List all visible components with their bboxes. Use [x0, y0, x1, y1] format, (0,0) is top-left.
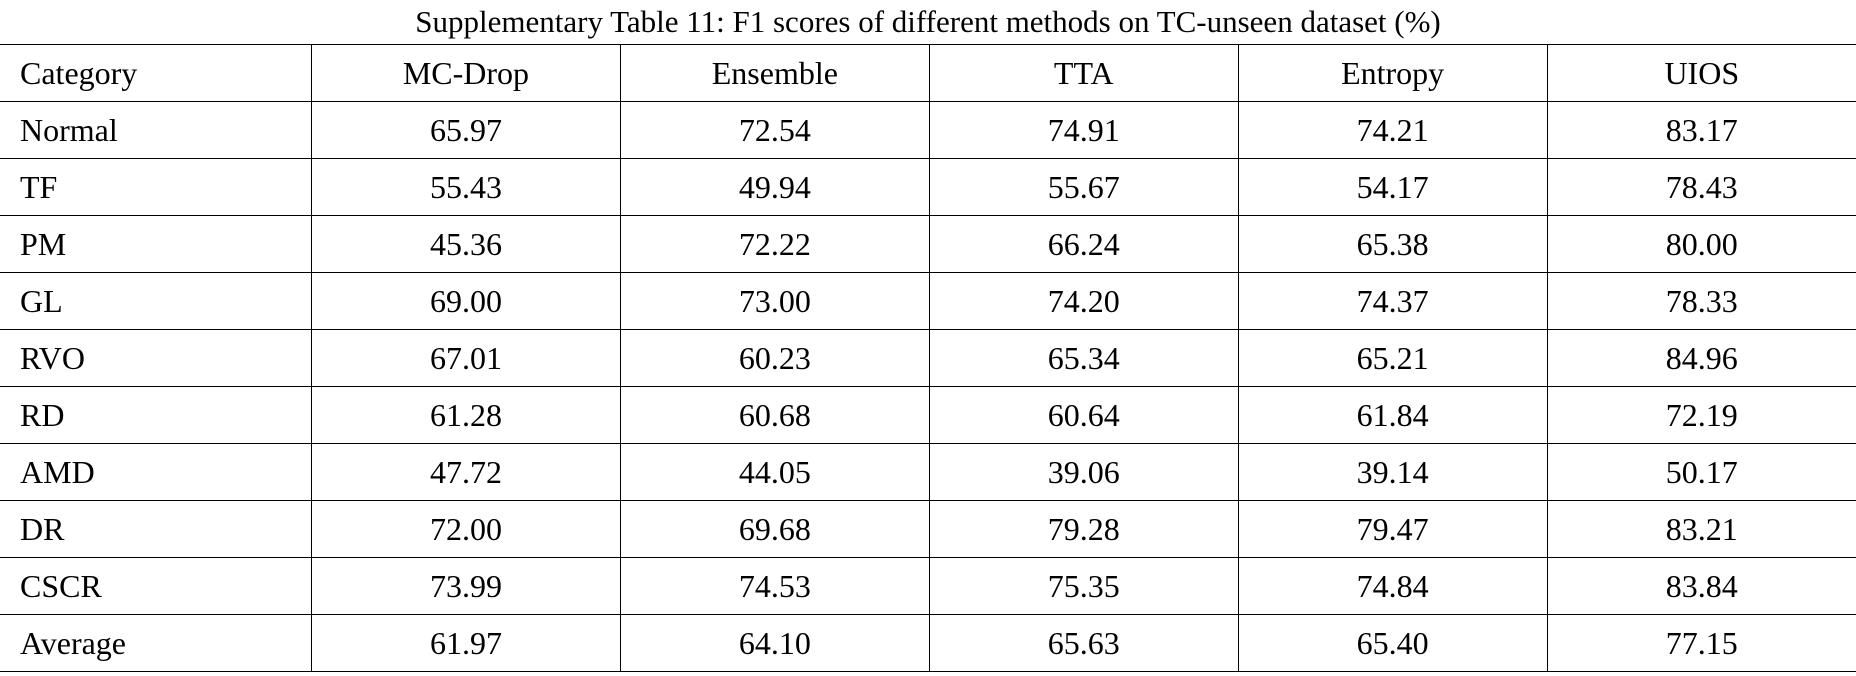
cell: 69.68 [619, 500, 930, 558]
column-header: Category [0, 44, 312, 102]
cell: 72.22 [619, 215, 930, 273]
cell: 73.00 [619, 272, 930, 330]
cell: 72.00 [311, 500, 621, 558]
table-row: RVO 67.01 60.23 65.34 65.21 84.96 [0, 329, 1856, 387]
cell: 83.17 [1546, 101, 1856, 159]
cell: 49.94 [619, 158, 930, 216]
cell: 55.67 [928, 158, 1239, 216]
column-header: Entropy [1237, 44, 1548, 102]
cell: 74.91 [928, 101, 1239, 159]
cell: 60.23 [619, 329, 930, 387]
cell: 66.24 [928, 215, 1239, 273]
cell: 73.99 [311, 557, 621, 615]
table-row: RD 61.28 60.68 60.64 61.84 72.19 [0, 386, 1856, 444]
cell: 39.14 [1237, 443, 1548, 501]
row-label: Normal [0, 101, 312, 159]
table-row: AMD 47.72 44.05 39.06 39.14 50.17 [0, 443, 1856, 501]
column-header: Ensemble [619, 44, 930, 102]
cell: 60.68 [619, 386, 930, 444]
cell: 80.00 [1546, 215, 1856, 273]
cell: 39.06 [928, 443, 1239, 501]
cell: 55.43 [311, 158, 621, 216]
cell: 67.01 [311, 329, 621, 387]
row-label: AMD [0, 443, 312, 501]
table-row: CSCR 73.99 74.53 75.35 74.84 83.84 [0, 557, 1856, 615]
cell: 77.15 [1546, 614, 1856, 672]
row-label: GL [0, 272, 312, 330]
cell: 65.40 [1237, 614, 1548, 672]
cell: 61.28 [311, 386, 621, 444]
table-body: Normal 65.97 72.54 74.91 74.21 83.17 TF 55.43 49… [0, 101, 1856, 672]
cell: 83.21 [1546, 500, 1856, 558]
table-row: Normal 65.97 72.54 74.91 74.21 83.17 [0, 101, 1856, 159]
cell: 65.21 [1237, 329, 1548, 387]
cell: 83.84 [1546, 557, 1856, 615]
row-label: RVO [0, 329, 312, 387]
cell: 78.33 [1546, 272, 1856, 330]
table-head: Category MC-Drop Ensemble TTA Entropy UIOS [0, 44, 1856, 102]
row-label: Average [0, 614, 312, 672]
cell: 44.05 [619, 443, 930, 501]
row-label: RD [0, 386, 312, 444]
cell: 60.64 [928, 386, 1239, 444]
cell: 61.97 [311, 614, 621, 672]
cell: 74.53 [619, 557, 930, 615]
cell: 64.10 [619, 614, 930, 672]
table-row: PM 45.36 72.22 66.24 65.38 80.00 [0, 215, 1856, 273]
cell: 84.96 [1546, 329, 1856, 387]
cell: 79.47 [1237, 500, 1548, 558]
column-header: TTA [928, 44, 1239, 102]
cell: 61.84 [1237, 386, 1548, 444]
table-row: DR 72.00 69.68 79.28 79.47 83.21 [0, 500, 1856, 558]
cell: 72.54 [619, 101, 930, 159]
cell: 65.63 [928, 614, 1239, 672]
cell: 78.43 [1546, 158, 1856, 216]
row-label: TF [0, 158, 312, 216]
table-row: GL 69.00 73.00 74.20 74.37 78.33 [0, 272, 1856, 330]
cell: 65.34 [928, 329, 1239, 387]
cell: 79.28 [928, 500, 1239, 558]
column-header: UIOS [1546, 44, 1856, 102]
table-row: Average 61.97 64.10 65.63 65.40 77.15 [0, 614, 1856, 672]
cell: 74.84 [1237, 557, 1548, 615]
cell: 74.37 [1237, 272, 1548, 330]
cell: 47.72 [311, 443, 621, 501]
row-label: DR [0, 500, 312, 558]
cell: 74.21 [1237, 101, 1548, 159]
table-row: TF 55.43 49.94 55.67 54.17 78.43 [0, 158, 1856, 216]
cell: 65.38 [1237, 215, 1548, 273]
row-label: CSCR [0, 557, 312, 615]
column-header: MC-Drop [311, 44, 621, 102]
table-title: Supplementary Table 11: F1 scores of dif… [415, 4, 1441, 39]
table: Category MC-Drop Ensemble TTA Entropy UIOS No… [0, 44, 1856, 672]
cell: 50.17 [1546, 443, 1856, 501]
cell: 65.97 [311, 101, 621, 159]
header-row: Category MC-Drop Ensemble TTA Entropy UIOS [0, 44, 1856, 102]
cell: 45.36 [311, 215, 621, 273]
cell: 72.19 [1546, 386, 1856, 444]
cell: 75.35 [928, 557, 1239, 615]
cell: 54.17 [1237, 158, 1548, 216]
cell: 69.00 [311, 272, 621, 330]
cell: 74.20 [928, 272, 1239, 330]
row-label: PM [0, 215, 312, 273]
